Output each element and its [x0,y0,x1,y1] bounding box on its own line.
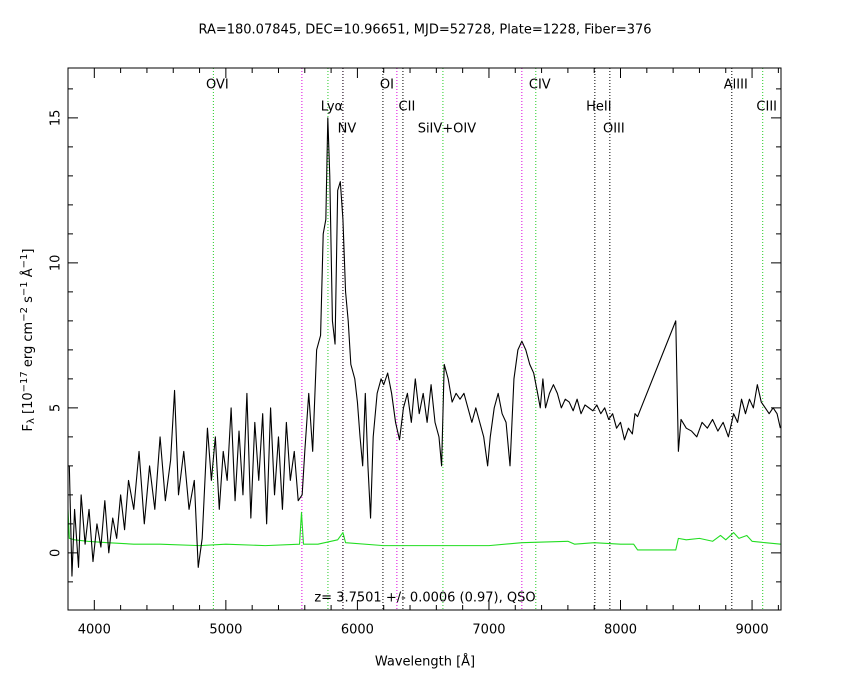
x-tick-label: 5000 [209,623,242,638]
y-axis-label-part: Å [20,268,36,281]
y-axis-label-part: −1 [19,281,30,296]
y-tick-label: 0 [49,549,64,557]
x-axis-label: Wavelength [Å] [375,654,475,670]
y-tick-label: 15 [49,110,64,127]
line-marker-label: AlIII [724,78,748,93]
x-tick-label: 8000 [604,623,637,638]
y-axis-label-part: −1 [19,254,30,269]
x-tick-label: 6000 [341,623,374,638]
y-tick-label: 5 [49,404,64,412]
line-marker-label: SiIV+OIV [418,122,477,137]
y-axis-label-part: ] [21,249,36,254]
y-axis-label: Fλ [10−17 erg cm−2 s−1 Å−1] [19,249,37,432]
line-marker-label: OVI [206,78,229,93]
x-tick-label: 4000 [78,623,111,638]
y-tick-label: 10 [49,255,64,272]
plot-area [68,68,781,610]
y-axis-label-part: erg cm [21,322,36,371]
plot-frame [67,67,782,611]
line-marker-label: Lyα [321,100,343,115]
line-marker-label: NV [338,122,357,137]
y-axis-label-part: F [21,424,36,431]
line-marker-label: OI [380,78,394,93]
annotation: z= 3.7501 +/- 0.0006 (0.97), QSO [314,591,535,606]
y-axis-label-part: λ [26,418,37,424]
line-marker-label: HeII [586,100,611,115]
line-marker-label: CIV [529,78,551,93]
spectrum-line [68,117,781,577]
y-axis-label-part: s [21,296,36,307]
x-tick-label: 7000 [472,623,505,638]
chart-title: RA=180.07845, DEC=10.96651, MJD=52728, P… [198,23,651,38]
y-axis-label-part: −2 [19,307,30,322]
x-tick-label: 9000 [736,623,769,638]
spectrum-line [68,509,781,551]
y-axis-label-part: −17 [19,371,30,392]
y-axis-label-part: [10 [21,392,36,418]
line-marker-label: CIII [756,100,777,115]
line-marker-label: CII [399,100,416,115]
line-marker-label: OIII [603,122,625,137]
